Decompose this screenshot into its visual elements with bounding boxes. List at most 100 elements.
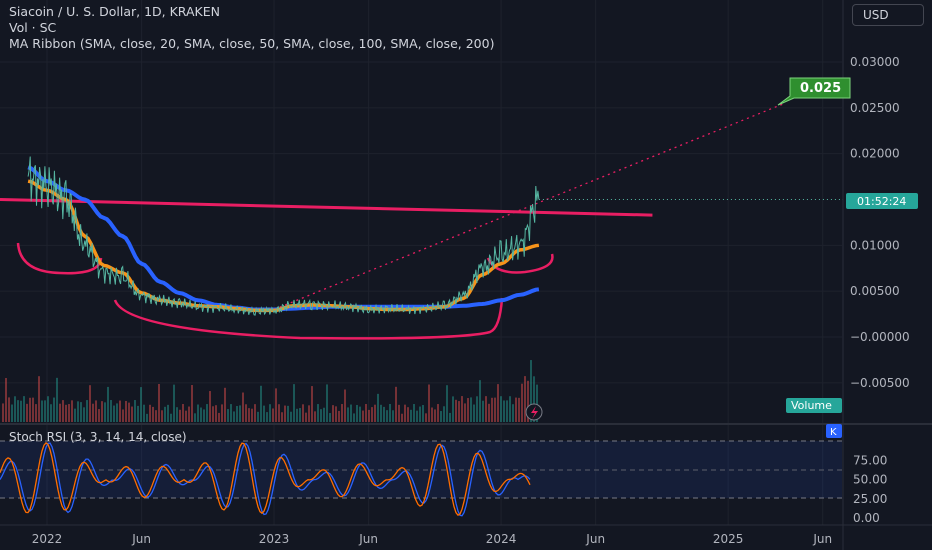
volume-bar	[299, 408, 301, 422]
volume-bar	[173, 384, 175, 422]
volume-bar	[389, 404, 391, 422]
time-tick-label: Jun	[812, 532, 832, 546]
price-tick-label: 0.03000	[850, 55, 900, 69]
volume-bar	[371, 407, 373, 422]
volume-flag: Volume	[786, 398, 842, 413]
volume-bar	[533, 376, 535, 422]
time-tick-label: 2022	[32, 532, 63, 546]
volume-bar	[485, 396, 487, 422]
rsi-band	[0, 441, 842, 498]
volume-bar	[308, 405, 310, 422]
rsi-axis-ticks[interactable]: 75.00 50.00 25.00 0.00	[853, 453, 887, 525]
symbol-title[interactable]: Siacoin / U. S. Dollar, 1D, KRAKEN	[9, 4, 220, 19]
volume-bar	[17, 400, 19, 422]
volume-bar	[407, 407, 409, 422]
bolt-icon[interactable]	[525, 403, 543, 421]
volume-bar	[491, 397, 493, 422]
stoch-k-line	[0, 442, 531, 517]
volume-bar	[293, 384, 295, 422]
volume-bar	[44, 400, 46, 422]
volume-bar	[401, 413, 403, 422]
volume-bar	[506, 400, 508, 422]
volume-bar	[185, 410, 187, 422]
volume-bar	[455, 399, 457, 422]
volume-bar	[320, 409, 322, 422]
volume-bar	[503, 400, 505, 422]
volume-bar	[251, 408, 253, 422]
volume-bar	[113, 405, 115, 422]
time-axis-ticks[interactable]: 2022 Jun 2023 Jun 2024 Jun 2025 Jun	[32, 532, 832, 546]
volume-bar	[134, 400, 136, 422]
volume-bar	[224, 387, 226, 422]
volume-bar	[275, 388, 277, 422]
volume-bar	[188, 406, 190, 422]
countdown-label: 01:52:24	[857, 195, 906, 208]
volume-bar	[152, 406, 154, 422]
volume-bar	[422, 405, 424, 422]
resistance-line[interactable]	[0, 198, 653, 217]
volume-bar	[83, 407, 85, 422]
volume-bar	[284, 405, 286, 422]
volume-bar	[98, 409, 100, 422]
volume-bar	[2, 403, 4, 422]
volume-bar	[446, 385, 448, 422]
volume-bar	[488, 403, 490, 422]
volume-bar	[257, 411, 259, 422]
volume-bar	[155, 410, 157, 422]
volume-bar	[107, 386, 109, 422]
price-axis-ticks[interactable]: 0.03000 0.02500 0.02000 0.01000 0.00500 −0.00…	[850, 55, 910, 390]
volume-bar	[233, 411, 235, 422]
volume-bar	[365, 404, 367, 422]
sma-200-line	[27, 165, 540, 312]
volume-bar	[137, 405, 139, 422]
volume-bar	[497, 384, 499, 422]
volume-bar	[23, 396, 25, 422]
volume-bar	[428, 384, 430, 422]
volume-bar	[122, 409, 124, 422]
volume-bar	[521, 383, 523, 422]
volume-bar	[347, 407, 349, 422]
target-flag[interactable]: 0.025	[777, 77, 851, 106]
volume-bar	[449, 412, 451, 422]
price-tick-label: 0.01000	[850, 238, 900, 252]
volume-bar	[278, 404, 280, 422]
volume-bar	[353, 413, 355, 422]
price-tick-label: −0.00000	[850, 330, 910, 344]
volume-bar	[440, 411, 442, 422]
volume-bar	[194, 413, 196, 422]
volume-bar	[410, 409, 412, 422]
volume-bar	[74, 408, 76, 422]
volume-bar	[50, 404, 52, 422]
volume-bar	[404, 404, 406, 422]
volume-bar	[530, 360, 532, 422]
volume-bar	[398, 404, 400, 422]
volume-bar	[227, 409, 229, 422]
rsi-tick-label: 75.00	[853, 453, 887, 467]
ma-ribbon-legend[interactable]: MA Ribbon (SMA, close, 20, SMA, close, 5…	[9, 36, 495, 51]
volume-bar	[317, 404, 319, 422]
volume-label: Volume	[791, 399, 832, 412]
drawing-arc-left[interactable]	[16, 242, 103, 275]
volume-bar	[443, 406, 445, 422]
volume-bar	[47, 396, 49, 422]
volume-bar	[32, 397, 34, 422]
volume-bar	[332, 405, 334, 422]
rsi-tick-label: 50.00	[853, 473, 887, 487]
volume-bar	[182, 404, 184, 422]
volume-bar	[119, 400, 121, 422]
volume-bar	[95, 400, 97, 422]
drawing-arc-bottom[interactable]	[113, 297, 504, 340]
currency-selector[interactable]: USD	[852, 4, 924, 26]
projection-line[interactable]	[273, 102, 786, 311]
volume-bar	[140, 387, 142, 422]
stoch-rsi-lines	[0, 442, 531, 517]
volume-bar	[383, 406, 385, 422]
time-tick-label: Jun	[358, 532, 378, 546]
volume-bar	[71, 400, 73, 422]
volume-bar	[20, 400, 22, 422]
volume-bar	[437, 404, 439, 422]
volume-bar	[350, 404, 352, 422]
volume-legend[interactable]: Vol · SC	[9, 20, 57, 35]
volume-bar	[200, 407, 202, 422]
